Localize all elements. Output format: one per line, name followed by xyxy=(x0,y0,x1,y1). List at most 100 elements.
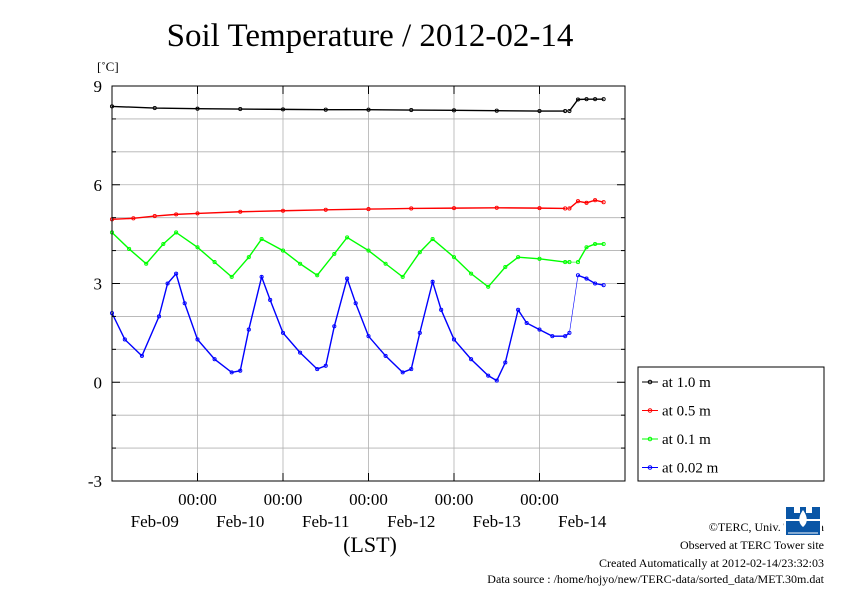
series-point xyxy=(323,363,328,368)
series-point xyxy=(451,108,457,113)
series-line xyxy=(111,272,570,382)
series-point xyxy=(165,281,170,286)
series-point xyxy=(246,255,251,260)
series-point xyxy=(212,357,217,362)
series-point xyxy=(567,108,572,114)
series-point xyxy=(503,360,508,365)
series-point xyxy=(575,97,581,102)
series-1 xyxy=(109,97,606,114)
series-point xyxy=(238,106,243,112)
legend: at 1.0 m at 0.5 m at 0.1 m at 0.02 m xyxy=(637,366,825,482)
x-axis-label: (LST) xyxy=(343,532,397,557)
series-point xyxy=(161,241,166,247)
series-point xyxy=(366,207,371,212)
series-4 xyxy=(109,271,606,383)
series-line xyxy=(111,231,570,288)
series-point xyxy=(584,276,589,281)
series-point xyxy=(593,97,598,102)
series-point xyxy=(323,207,328,212)
legend-item: at 0.02 m xyxy=(642,461,719,477)
series-point xyxy=(409,367,414,372)
legend-marker xyxy=(647,436,653,442)
x-tick-date-label: Feb-09 xyxy=(131,512,179,531)
series-point xyxy=(280,248,286,253)
series-line xyxy=(568,199,604,209)
axis-ticks xyxy=(112,85,625,482)
grid-lines xyxy=(112,85,625,482)
y-tick-label: 9 xyxy=(94,77,103,96)
series-point xyxy=(144,261,149,266)
series-point xyxy=(575,273,581,278)
series-point xyxy=(516,307,521,312)
series-point xyxy=(486,373,491,378)
series-point xyxy=(400,370,405,375)
series-line xyxy=(568,98,604,112)
series-point xyxy=(139,353,144,358)
series-point xyxy=(332,324,337,329)
series-point xyxy=(494,378,499,383)
series-point xyxy=(323,107,328,112)
series-point xyxy=(601,97,606,102)
observed-at-text: Observed at TERC Tower site xyxy=(679,538,824,552)
series-point xyxy=(409,206,414,211)
series-point xyxy=(601,283,606,288)
series-point xyxy=(280,107,286,112)
legend-item: at 0.1 m xyxy=(642,432,711,448)
series-point xyxy=(563,108,568,114)
series-point xyxy=(593,198,598,203)
legend-item: at 0.5 m xyxy=(642,404,711,420)
series-point xyxy=(575,260,581,265)
series-point xyxy=(417,250,422,255)
series-point xyxy=(229,274,234,279)
legend-label: at 0.5 m xyxy=(662,404,711,420)
series-point xyxy=(516,255,521,260)
y-tick-label: 3 xyxy=(94,275,103,294)
series-point xyxy=(332,251,337,256)
series-point xyxy=(131,216,136,221)
series-point xyxy=(537,327,542,332)
series-line xyxy=(111,105,566,112)
series-point xyxy=(298,261,303,266)
series-point xyxy=(409,107,414,113)
series-point xyxy=(366,334,371,339)
series-point xyxy=(430,237,435,242)
series-line xyxy=(577,274,604,286)
legend-label: at 0.02 m xyxy=(662,461,719,477)
series-point xyxy=(366,248,371,253)
series-point xyxy=(315,367,320,372)
legend-marker xyxy=(647,379,653,385)
series-point xyxy=(494,108,499,113)
series-point xyxy=(494,205,499,210)
series-point xyxy=(567,206,572,211)
series-point xyxy=(451,206,457,211)
terc-logo-icon xyxy=(784,503,822,537)
x-tick-time-label: 00:00 xyxy=(264,490,303,509)
series-point xyxy=(195,211,200,216)
series-point xyxy=(550,334,555,339)
series-point xyxy=(593,241,598,247)
y-tick-label: 6 xyxy=(94,176,103,195)
series-point xyxy=(280,330,286,335)
series-point xyxy=(593,281,598,286)
x-tick-time-label: 00:00 xyxy=(435,490,474,509)
x-tick-time-label: 00:00 xyxy=(178,490,217,509)
x-tick-date-label: Feb-11 xyxy=(302,512,350,531)
legend-item: at 1.0 m xyxy=(642,375,711,391)
series-point xyxy=(563,334,568,339)
series-point xyxy=(524,320,529,326)
series-point xyxy=(563,260,568,265)
legend-marker xyxy=(647,408,653,413)
series-gap-line xyxy=(569,275,579,333)
series-point xyxy=(280,208,286,213)
series-point xyxy=(195,245,200,250)
series-point xyxy=(122,337,127,342)
series-3 xyxy=(109,230,606,289)
series-point xyxy=(486,284,491,289)
series-point xyxy=(575,199,581,204)
series-point xyxy=(567,260,572,265)
series-point xyxy=(601,200,606,205)
series-point xyxy=(127,246,132,251)
series-point xyxy=(383,261,388,266)
series-point xyxy=(584,245,589,250)
